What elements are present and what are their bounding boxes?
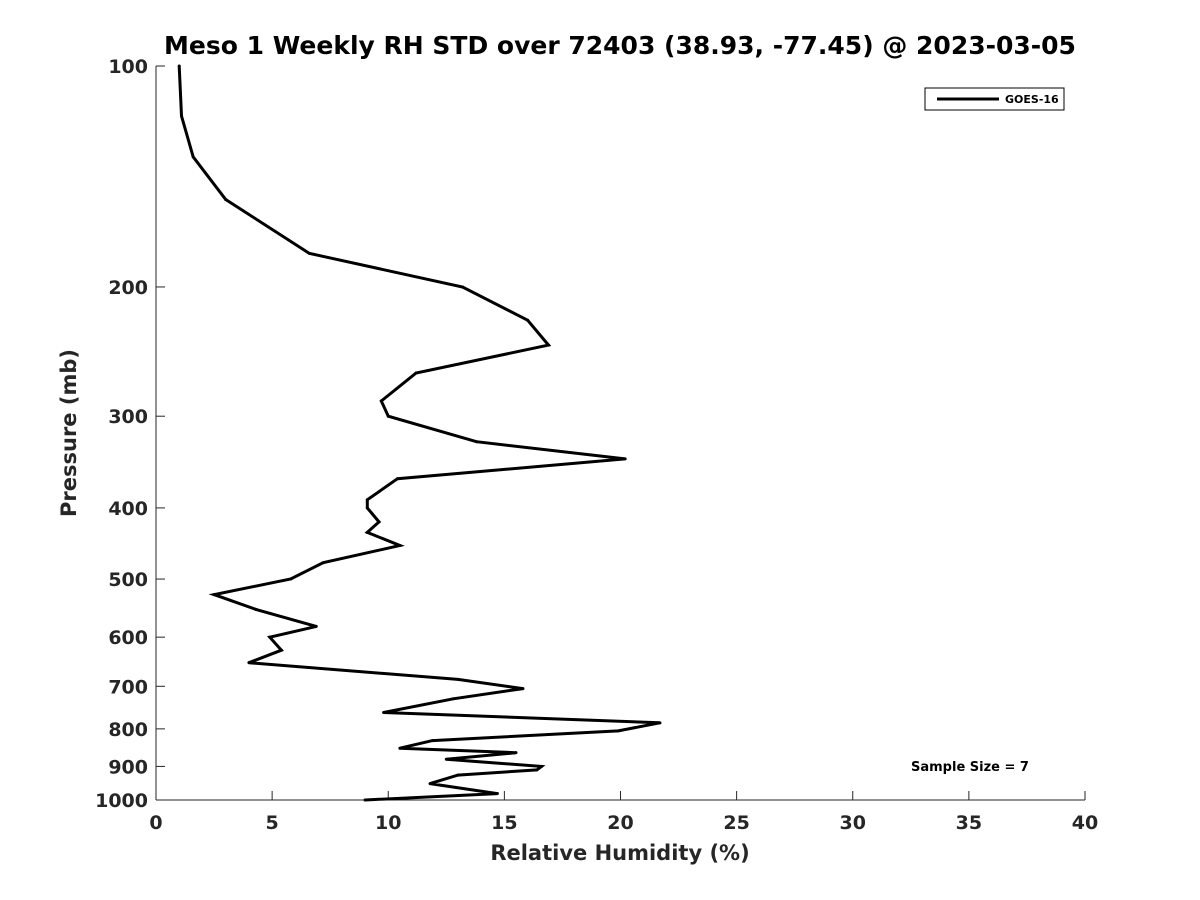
y-tick-label: 700 [108,676,148,698]
y-tick-label: 200 [108,277,148,299]
data-point [428,782,432,786]
data-point [456,677,460,681]
data-point [224,197,228,201]
data-point [365,530,369,534]
data-point [514,751,518,755]
data-point [377,520,381,524]
x-tick-label: 0 [149,812,162,834]
y-tick-label: 600 [108,627,148,649]
data-point [535,768,539,772]
data-point [495,792,499,796]
data-point [547,343,551,347]
data-point [177,64,181,68]
data-point [321,561,325,565]
x-axis-ticks: 0 5 10 15 20 25 30 35 40 [149,791,1098,834]
y-tick-label: 100 [108,56,148,78]
data-point [191,155,195,159]
y-tick-label: 500 [108,569,148,591]
y-tick-label: 1000 [95,790,148,812]
data-point [180,114,184,118]
data-point [268,635,272,639]
data-point [363,798,367,802]
data-point [451,697,455,701]
data-point [521,687,525,691]
y-axis-ticks: 100 200 300 400 500 600 700 800 900 1000 [95,56,165,812]
data-point [247,661,251,665]
y-tick-label: 400 [108,498,148,520]
data-point [386,414,390,418]
y-axis-label: Pressure (mb) [57,349,81,517]
y-tick-label: 800 [108,719,148,741]
series-line-goes-16 [177,65,661,802]
legend: GOES-16 [924,87,1065,111]
x-tick-label: 5 [266,812,279,834]
data-point [365,498,369,502]
data-point [279,648,283,652]
x-tick-label: 10 [375,812,401,834]
data-point [254,607,258,611]
plot-area [155,66,1085,801]
data-point [382,711,386,715]
data-point [314,624,318,628]
legend-label-goes-16: GOES-16 [1005,93,1059,106]
data-point [616,729,620,733]
x-tick-label: 35 [956,812,982,834]
data-point [365,506,369,510]
data-point [526,318,530,322]
x-axis-label: Relative Humidity (%) [490,841,749,865]
sample-size-annotation: Sample Size = 7 [911,760,1029,775]
x-tick-label: 40 [1072,812,1098,834]
x-tick-label: 25 [723,812,749,834]
data-point [398,543,402,547]
data-point [289,577,293,581]
data-point [444,757,448,761]
x-tick-label: 15 [491,812,517,834]
data-point [398,746,402,750]
data-point [623,457,627,461]
data-point [430,739,434,743]
data-point [540,764,544,768]
chart-title: Meso 1 Weekly RH STD over 72403 (38.93, … [164,31,1076,60]
data-point [212,593,216,597]
data-point [396,477,400,481]
series-layer [177,64,662,802]
data-point [307,251,311,255]
data-point [414,371,418,375]
data-point [379,399,383,403]
x-tick-label: 20 [607,812,633,834]
x-tick-label: 30 [840,812,866,834]
y-tick-label: 300 [108,406,148,428]
data-point [475,440,479,444]
data-point [456,773,460,777]
y-tick-label: 900 [108,756,148,778]
data-point [658,721,662,725]
data-point [461,285,465,289]
